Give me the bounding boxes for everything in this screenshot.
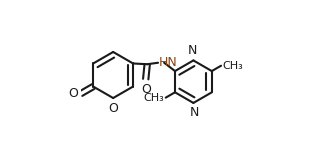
Text: CH₃: CH₃ <box>222 61 243 71</box>
Text: O: O <box>108 102 118 115</box>
Text: O: O <box>68 87 78 100</box>
Text: HN: HN <box>159 56 178 69</box>
Text: CH₃: CH₃ <box>144 93 165 103</box>
Text: O: O <box>141 83 151 96</box>
Text: N: N <box>189 106 199 119</box>
Text: N: N <box>188 44 197 57</box>
